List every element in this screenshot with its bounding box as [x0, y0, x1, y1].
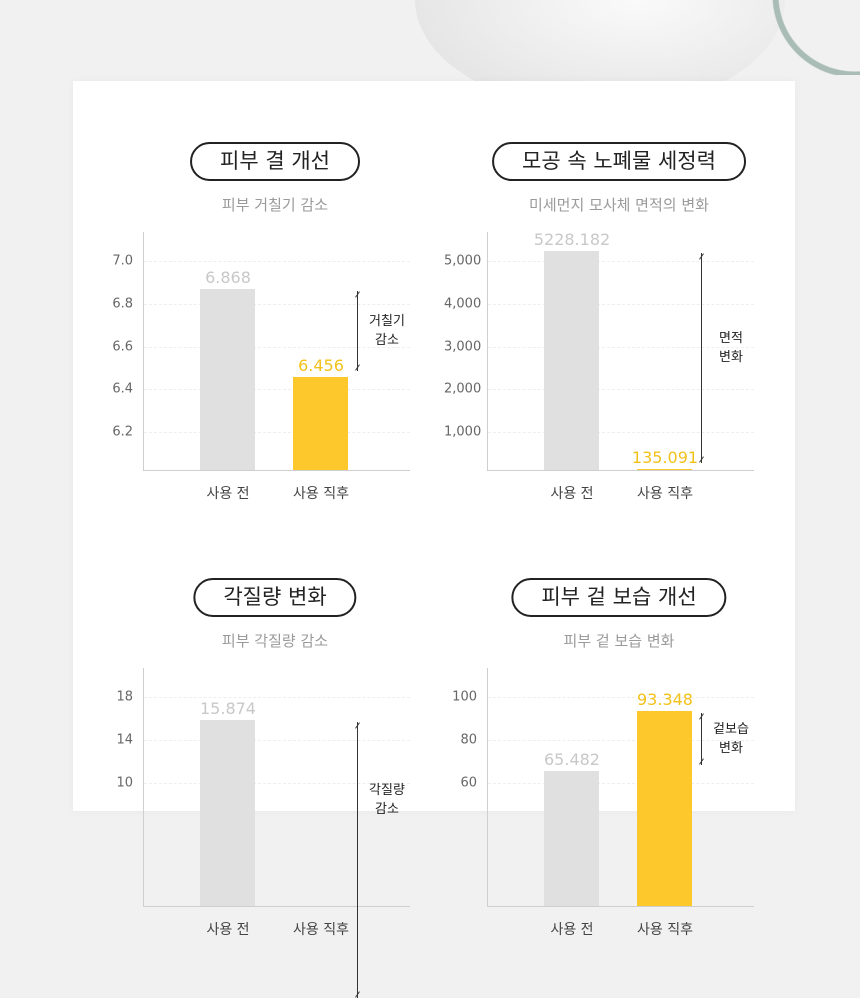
chart-subtitle: 피부 각질량 감소: [221, 632, 329, 650]
gridline: [144, 782, 410, 784]
gridline: [488, 389, 754, 391]
results-card: [73, 81, 795, 811]
bar-after: [637, 711, 692, 906]
y-axis: [143, 668, 144, 906]
y-axis: [487, 668, 488, 906]
x-category-label: 사용 전: [550, 922, 594, 938]
y-tick-label: 2,000: [444, 381, 482, 397]
y-axis: [487, 232, 488, 470]
gridline: [488, 346, 754, 348]
bar-value-label: 65.482: [544, 749, 600, 769]
x-axis: [143, 470, 410, 471]
y-tick-label: 7.0: [112, 253, 133, 269]
y-tick-label: 6.8: [112, 296, 133, 312]
gridline: [144, 261, 410, 262]
y-axis: [143, 232, 144, 470]
change-annotation: 겉보습 변화: [713, 722, 749, 756]
gridline: [144, 389, 410, 391]
gridline: [144, 697, 410, 698]
bar-after: [293, 377, 348, 470]
x-category-label: 사용 직후: [293, 922, 349, 938]
change-arrow-icon: [701, 253, 702, 463]
background-bowl-image: [770, 0, 860, 75]
y-tick-label: 60: [460, 775, 477, 790]
bar-before: [200, 719, 255, 906]
gridline: [488, 739, 754, 741]
y-tick-label: 18: [116, 689, 133, 705]
change-annotation: 각질량 감소: [369, 782, 405, 817]
chart-subtitle: 피부 겉 보습 변화: [563, 632, 675, 650]
change-annotation: 면적 변화: [719, 330, 743, 365]
x-axis: [487, 470, 754, 471]
gridline: [144, 303, 410, 305]
bar-value-label: 15.874: [200, 698, 256, 718]
bar-before: [200, 289, 255, 470]
chart-title: 각질량 변화: [193, 578, 357, 617]
y-tick-label: 100: [452, 689, 477, 705]
x-category-label: 사용 직후: [637, 486, 693, 502]
bar-after: [637, 468, 692, 470]
x-axis: [487, 906, 754, 907]
y-tick-label: 10: [116, 775, 133, 790]
y-tick-label: 6.2: [112, 424, 133, 440]
y-tick-label: 3,000: [444, 339, 482, 354]
bar-before: [544, 770, 599, 906]
gridline: [144, 432, 410, 433]
x-category-label: 사용 직후: [293, 486, 349, 502]
bar-value-label: 135.091: [631, 447, 699, 467]
chart-panel: 모공 속 노폐물 세정력 미세먼지 모사체 면적의 변화 5,000 4,000…: [444, 142, 794, 542]
chart-title: 모공 속 노폐물 세정력: [492, 142, 746, 181]
chart-title: 피부 겉 보습 개선: [511, 578, 727, 617]
y-tick-label: 1,000: [444, 424, 482, 440]
bar-value-label: 93.348: [637, 690, 693, 710]
y-tick-label: 6.6: [112, 339, 133, 354]
gridline: [488, 697, 754, 698]
change-arrow-icon: [357, 291, 358, 372]
chart-subtitle: 미세먼지 모사체 면적의 변화: [529, 196, 709, 214]
bar-value-label: 6.456: [298, 356, 344, 376]
x-category-label: 사용 전: [550, 486, 594, 502]
change-arrow-icon: [357, 721, 358, 998]
x-category-label: 사용 직후: [637, 922, 693, 938]
chart-panel: 피부 겉 보습 개선 피부 겉 보습 변화 100 80 60 65.482 9…: [444, 578, 794, 978]
chart-subtitle: 피부 거칠기 감소: [221, 196, 329, 214]
gridline: [488, 432, 754, 433]
x-axis: [143, 906, 410, 907]
x-category-label: 사용 전: [206, 922, 250, 938]
y-tick-label: 5,000: [444, 253, 482, 269]
chart-panel: 각질량 변화 피부 각질량 감소 18 14 10 15.874 사용 전 사용 직…: [100, 578, 450, 998]
change-arrow-icon: [701, 713, 702, 765]
bar-value-label: 6.868: [205, 268, 251, 288]
x-category-label: 사용 전: [206, 486, 250, 502]
gridline: [488, 261, 754, 262]
bar-before: [544, 251, 599, 470]
y-tick-label: 4,000: [444, 296, 482, 312]
chart-title: 피부 결 개선: [190, 142, 360, 181]
y-tick-label: 14: [116, 732, 133, 748]
bar-value-label: 5228.182: [533, 230, 611, 250]
chart-panel: 피부 결 개선 피부 거칠기 감소 7.0 6.8 6.6 6.4 6.2 6.…: [100, 142, 450, 542]
y-tick-label: 80: [460, 732, 477, 748]
gridline: [488, 782, 754, 784]
change-annotation: 거칠기 감소: [369, 314, 405, 349]
gridline: [144, 739, 410, 741]
gridline: [488, 303, 754, 305]
gridline: [144, 346, 410, 348]
y-tick-label: 6.4: [112, 381, 133, 397]
